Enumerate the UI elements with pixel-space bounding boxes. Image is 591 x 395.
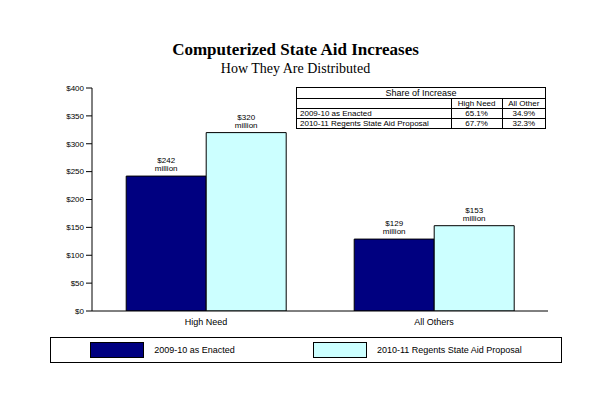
html-text:32.3%: 32.3%	[512, 119, 536, 128]
svg-text:$200: $200	[66, 195, 84, 204]
svg-text:$0: $0	[75, 307, 84, 316]
svg-text:High Need: High Need	[185, 317, 228, 327]
html-text:65.1%: 65.1%	[465, 109, 488, 118]
html-text:67.7%: 67.7%	[465, 119, 488, 128]
html-text:How They Are Distributed: How They Are Distributed	[220, 61, 371, 76]
html-text:2010-11 Regents State Aid Prop: 2010-11 Regents State Aid Proposal	[376, 345, 522, 355]
svg-text:$250: $250	[66, 167, 84, 176]
svg-text:$400: $400	[66, 84, 84, 93]
svg-text:$150: $150	[66, 223, 84, 232]
svg-text:$50: $50	[71, 279, 85, 288]
html-text:34.9%: 34.9%	[512, 109, 536, 118]
svg-text:$320million: $320million	[235, 113, 258, 130]
html-text:Share of Increase: Share of Increase	[385, 88, 457, 98]
svg-text:$153million: $153million	[463, 206, 486, 223]
html-text:2009-10 as Enacted: 2009-10 as Enacted	[154, 345, 235, 355]
svg-text:$242million: $242million	[155, 156, 178, 173]
html-text:High Need: High Need	[457, 99, 496, 108]
svg-text:$100: $100	[66, 251, 84, 260]
html-text:Computerized State Aid Increas: Computerized State Aid Increases	[172, 40, 419, 59]
svg-text:$350: $350	[66, 112, 84, 121]
svg-text:$300: $300	[66, 140, 84, 149]
svg-text:$129million: $129million	[383, 219, 406, 236]
svg-text:All Others: All Others	[414, 317, 454, 327]
html-text:2009-10 as Enacted: 2009-10 as Enacted	[300, 109, 372, 118]
html-text:2010-11 Regents State Aid Prop: 2010-11 Regents State Aid Proposal	[300, 119, 429, 128]
html-text:All Other: All Other	[508, 99, 540, 108]
